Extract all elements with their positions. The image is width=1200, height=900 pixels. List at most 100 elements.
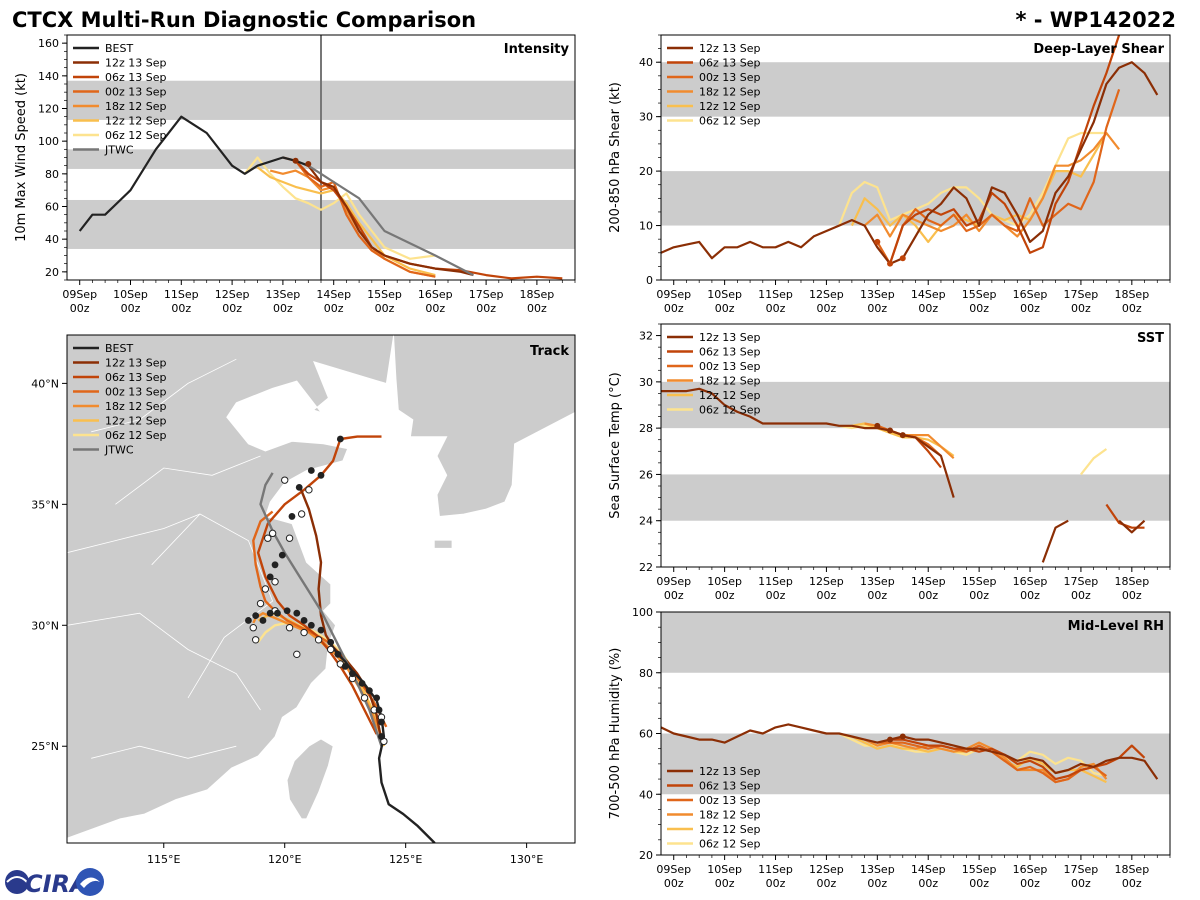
sst-xtick-hour: 00z [766, 589, 786, 602]
rh-ytick-label: 100 [632, 606, 653, 619]
sst-ytick-label: 28 [639, 422, 653, 435]
rh-init-marker [899, 733, 906, 740]
track-legend-label: 06z 12 Sep [105, 429, 167, 442]
shear-xtick-hour: 00z [1071, 302, 1091, 315]
shear-legend-label: 18z 12 Sep [699, 86, 761, 99]
intensity-xtick-hour: 00z [324, 302, 344, 315]
sst-xtick-day: 18Sep [1114, 575, 1149, 588]
shear-xtick-day: 13Sep [860, 288, 895, 301]
sst-ytick-label: 22 [639, 561, 653, 574]
track-best-point [378, 733, 385, 740]
rh-xtick-hour: 00z [918, 877, 938, 890]
rh-xtick-day: 12Sep [809, 863, 844, 876]
track-lat-label: 30°N [31, 619, 59, 632]
track-forecast-point [271, 578, 279, 586]
shear-title: Deep-Layer Shear [1033, 42, 1164, 57]
track-best-point [334, 650, 342, 658]
intensity-series-line [307, 164, 474, 277]
intensity-legend-label: 00z 13 Sep [105, 86, 167, 99]
track-best-point [278, 551, 286, 559]
rh-xtick-day: 13Sep [860, 863, 895, 876]
track-forecast-point [300, 628, 308, 637]
rh-xtick-hour: 00z [1122, 877, 1142, 890]
track-lon-label: 125°E [389, 853, 422, 866]
track-legend-label: 18z 12 Sep [105, 400, 167, 413]
sst-title: SST [1137, 331, 1164, 346]
rh-xtick-day: 11Sep [758, 863, 793, 876]
sst-xtick-day: 17Sep [1064, 575, 1099, 588]
province-border [115, 455, 261, 505]
track-best-point [259, 617, 267, 624]
rh-xtick-hour: 00z [867, 877, 887, 890]
figure-title: CTCX Multi-Run Diagnostic Comparison [12, 8, 476, 32]
track-best-point [274, 609, 281, 617]
track-best-point [317, 626, 325, 634]
shear-xtick-day: 17Sep [1064, 288, 1099, 301]
track-lon-label: 115°E [147, 853, 180, 866]
shear-series-line [876, 89, 1121, 265]
shear-ylabel: 200-850 hPa Shear (kt) [608, 82, 623, 233]
track-best-point [349, 670, 356, 678]
intensity-plot-area [67, 35, 575, 280]
sst-band [661, 381, 1170, 429]
intensity-ytick-label: 120 [38, 103, 59, 116]
shear-init-marker [874, 238, 881, 245]
intensity-xtick-day: 11Sep [164, 288, 199, 301]
rh-xtick-hour: 00z [715, 877, 735, 890]
shear-xtick-hour: 00z [1020, 302, 1040, 315]
track-forecast-point [293, 650, 301, 659]
shear-xtick-hour: 00z [867, 302, 887, 315]
intensity-xtick-day: 18Sep [520, 288, 555, 301]
track-best-point [288, 513, 296, 520]
track-forecast-point [285, 534, 294, 542]
track-lon-label: 130°E [510, 853, 543, 866]
rh-xtick-hour: 00z [766, 877, 786, 890]
track-best-point [266, 609, 274, 617]
sst-xtick-hour: 00z [664, 589, 684, 602]
sst-ytick-label: 24 [639, 515, 653, 528]
intensity-xtick-day: 10Sep [113, 288, 148, 301]
shear-xtick-day: 15Sep [962, 288, 997, 301]
mainland-china [67, 335, 395, 839]
track-best-point [266, 573, 274, 581]
shear-panel: 01020304009Sep00z10Sep00z11Sep00z12Sep00… [608, 34, 1171, 315]
track-legend-label: 06z 13 Sep [105, 371, 167, 384]
rh-legend-label: 06z 12 Sep [699, 838, 761, 851]
sst-ytick-label: 30 [639, 376, 653, 389]
province-border [91, 358, 237, 433]
shear-xtick-hour: 00z [664, 302, 684, 315]
track-lon-label: 120°E [268, 853, 301, 866]
rh-series-line [661, 723, 1159, 780]
track-best-point [375, 706, 383, 714]
shear-init-marker [887, 260, 894, 267]
track-forecast-point [268, 529, 277, 538]
shear-xtick-day: 18Sep [1114, 288, 1149, 301]
track-lat-label: 35°N [31, 498, 59, 511]
track-forecast-point [305, 486, 313, 494]
shear-plot-area [661, 35, 1170, 265]
rh-xtick-day: 16Sep [1013, 863, 1048, 876]
shear-xtick-hour: 00z [766, 302, 786, 315]
track-legend-label: 12z 12 Sep [105, 415, 167, 428]
sst-legend-label: 12z 12 Sep [699, 389, 761, 402]
rh-xtick-hour: 00z [817, 877, 837, 890]
track-forecast-point [326, 645, 335, 654]
track-forecast-point [314, 636, 323, 644]
sst-band [661, 474, 1170, 521]
track-best-point [317, 471, 325, 479]
rh-series-line [890, 738, 1146, 781]
shear-series-line [661, 61, 1159, 265]
storm-id: * - WP142022 [1015, 8, 1176, 32]
track-best-point [336, 435, 344, 443]
shear-series-line [888, 35, 1121, 265]
track-panel: 115°E 120°E 125°E 130°E 25°N 30°N 35°N 40°N Trac… [31, 334, 576, 866]
province-border [91, 745, 237, 759]
sst-init-marker [874, 422, 881, 429]
intensity-legend-label: 06z 13 Sep [105, 71, 167, 84]
track-best-point [341, 663, 349, 670]
province-border [67, 513, 201, 554]
rh-band [661, 612, 1170, 673]
track-best-point [307, 621, 315, 629]
shear-xtick-hour: 00z [918, 302, 938, 315]
